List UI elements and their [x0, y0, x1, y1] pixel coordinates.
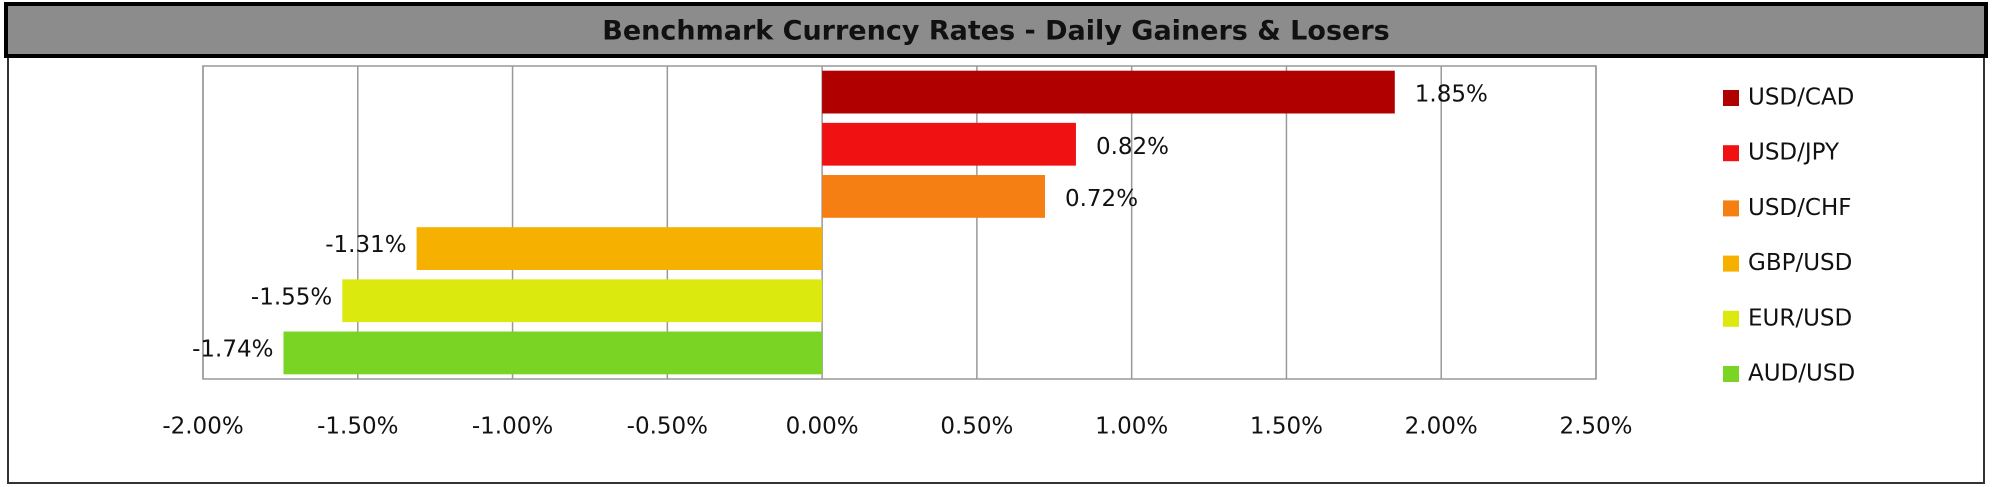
bar	[822, 70, 1395, 114]
x-tick-label: 2.50%	[1559, 414, 1632, 440]
legend-label: EUR/USD	[1748, 305, 1852, 331]
data-label: -1.55%	[251, 284, 332, 310]
data-label: -1.31%	[325, 232, 406, 258]
legend-swatch	[1723, 90, 1739, 106]
data-label: -1.74%	[192, 336, 273, 362]
bar	[822, 175, 1045, 218]
legend-swatch	[1723, 200, 1739, 217]
chart-title: Benchmark Currency Rates - Daily Gainers…	[602, 16, 1389, 47]
legend-swatch	[1723, 255, 1739, 272]
bar	[342, 279, 823, 323]
data-label: 1.85%	[1415, 82, 1488, 108]
x-tick-label: 1.50%	[1250, 414, 1323, 440]
legend-label: GBP/USD	[1748, 250, 1852, 276]
data-label: 0.82%	[1096, 134, 1169, 160]
bar	[283, 331, 823, 375]
bar	[416, 227, 823, 270]
x-tick-label: -1.00%	[472, 414, 553, 440]
x-tick-label: 0.00%	[786, 414, 859, 440]
legend-label: USD/JPY	[1748, 140, 1840, 166]
x-tick-label: -1.50%	[317, 414, 398, 440]
title-bar	[4, 2, 1988, 58]
data-label: 0.72%	[1065, 186, 1138, 212]
legend-label: AUD/USD	[1748, 361, 1855, 387]
x-tick-label: -0.50%	[627, 414, 708, 440]
x-tick-label: 2.00%	[1405, 414, 1478, 440]
x-tick-label: -2.00%	[162, 414, 243, 440]
x-tick-label: 1.00%	[1095, 414, 1168, 440]
legend-label: USD/CHF	[1748, 195, 1851, 221]
legend-swatch	[1723, 310, 1739, 327]
bar	[822, 122, 1076, 166]
x-tick-label: 0.50%	[940, 414, 1013, 440]
legend-swatch	[1723, 366, 1739, 382]
legend-label: USD/CAD	[1748, 85, 1854, 111]
legend-swatch	[1723, 145, 1739, 162]
